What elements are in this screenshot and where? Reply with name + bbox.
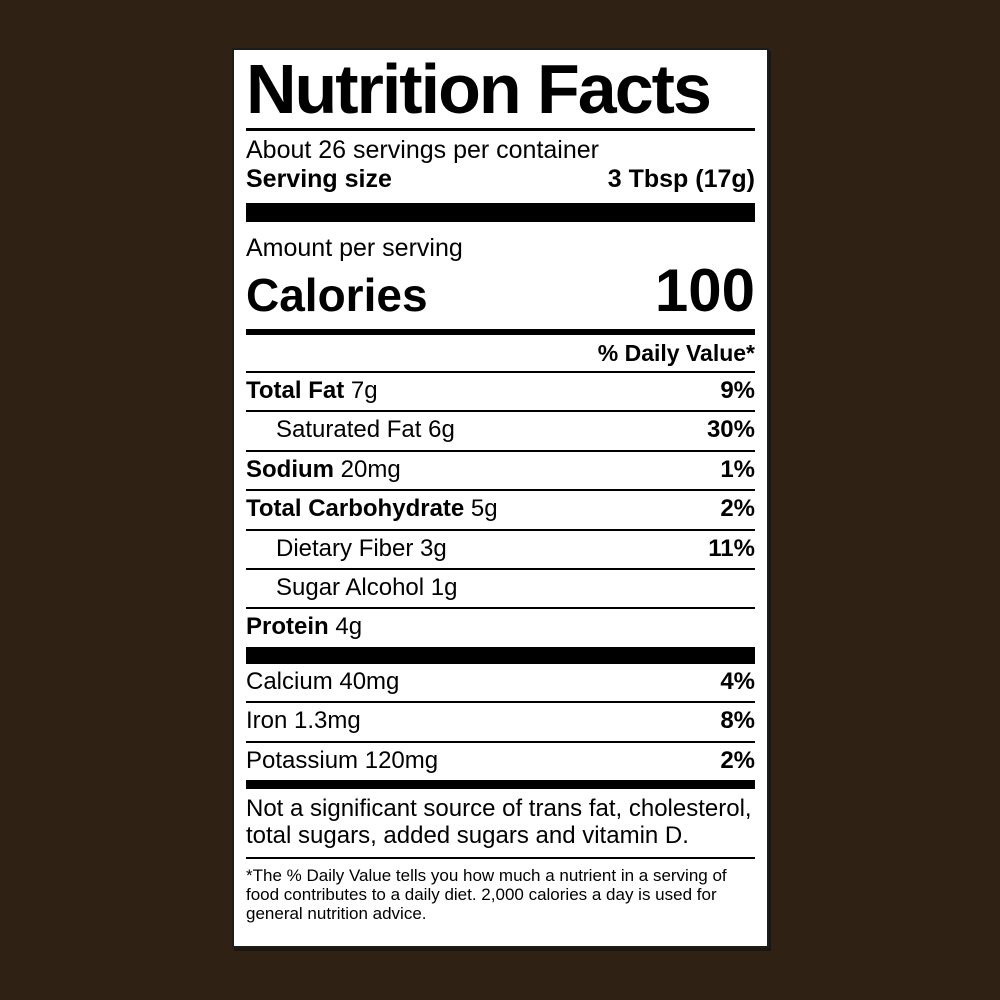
nutrient-amount: 20mg <box>340 455 401 483</box>
nutrient-row: Dietary Fiber 3g 11% <box>246 528 755 568</box>
serving-size-label: Serving size <box>246 165 392 193</box>
mineral-rows: Calcium 40mg 4% Iron 1.3mg 8% Potassium 120m… <box>246 664 755 780</box>
nutrient-daily-value: 11% <box>708 534 755 562</box>
nutrient-name: Potassium <box>246 746 359 774</box>
nutrient-amount: 5g <box>470 495 498 523</box>
nutrient-row: Sugar Alcohol 1g <box>246 567 755 607</box>
calories-divider <box>246 329 755 335</box>
daily-value-header: % Daily Value* <box>597 340 755 366</box>
nutrient-amount: 3g <box>420 534 447 562</box>
nutrient-name: Sugar Alcohol <box>276 573 425 601</box>
not-significant-note: Not a significant source of trans fat, c… <box>246 794 752 849</box>
nutrient-daily-value: 2% <box>720 746 755 774</box>
nutrient-name: Protein <box>246 613 329 641</box>
nutrient-name: Iron <box>246 707 288 735</box>
nutrition-facts-label: Nutrition Facts About 26 servings per co… <box>232 48 769 948</box>
nutrient-row: Potassium 120mg 2% <box>246 740 755 780</box>
nutrient-name: Sodium <box>246 455 334 483</box>
footnote-divider <box>246 856 755 859</box>
nutrient-daily-value: 1% <box>720 455 755 483</box>
nutrient-row: Saturated Fat 6g 30% <box>246 410 755 449</box>
nutrient-daily-value: 2% <box>720 495 755 523</box>
calories-label: Calories <box>246 269 428 321</box>
nutrient-text: Dietary Fiber 3g <box>276 534 447 562</box>
nutrient-row: Iron 1.3mg 8% <box>246 701 755 740</box>
nutrient-amount: 6g <box>428 416 455 444</box>
serving-size-row: Serving size 3 Tbsp (17g) <box>246 165 755 194</box>
nutrient-daily-value: 9% <box>720 377 755 404</box>
nutrient-text: Sugar Alcohol 1g <box>276 573 458 601</box>
label-title: Nutrition Facts <box>246 50 712 128</box>
thick-divider-protein <box>246 646 755 664</box>
thick-divider-top <box>246 203 755 222</box>
nutrient-daily-value: 30% <box>706 416 755 444</box>
nutrient-row: Total Fat 7g 9% <box>246 371 755 410</box>
calories-row: Calories 100 <box>246 257 755 324</box>
medium-divider-minerals <box>246 779 755 789</box>
title-divider <box>246 128 755 131</box>
amount-per-serving-label: Amount per serving <box>246 234 463 262</box>
nutrient-name: Saturated Fat <box>276 416 422 444</box>
servings-per-container: About 26 servings per container <box>246 136 599 164</box>
daily-value-footnote: *The % Daily Value tells you how much a … <box>246 865 727 923</box>
nutrient-amount: 4g <box>335 613 363 641</box>
nutrient-row: Total Carbohydrate 5g 2% <box>246 489 755 528</box>
nutrient-row: Sodium 20mg 1% <box>246 449 755 489</box>
nutrient-text: Total Carbohydrate 5g <box>246 495 498 523</box>
nutrient-daily-value: 8% <box>720 707 755 735</box>
nutrient-name: Calcium <box>246 667 333 695</box>
nutrient-amount: 40mg <box>339 667 400 695</box>
nutrient-text: Saturated Fat 6g <box>276 417 455 443</box>
nutrient-name: Total Fat <box>246 377 345 404</box>
nutrient-amount: 1.3mg <box>294 707 361 735</box>
nutrient-amount: 120mg <box>364 746 439 774</box>
nutrient-daily-value: 4% <box>720 667 755 695</box>
nutrient-amount: 7g <box>350 377 378 404</box>
nutrient-rows: Total Fat 7g 9% Saturated Fat 6g 30% Sodium … <box>246 371 755 647</box>
nutrient-text: Calcium 40mg <box>246 667 400 695</box>
nutrient-text: Potassium 120mg <box>246 746 439 774</box>
nutrient-text: Iron 1.3mg <box>246 707 361 735</box>
nutrient-amount: 1g <box>430 573 458 601</box>
nutrient-row: Calcium 40mg 4% <box>246 664 755 701</box>
nutrient-text: Total Fat 7g <box>246 377 378 404</box>
nutrient-name: Dietary Fiber <box>276 534 414 562</box>
nutrient-text: Protein 4g <box>246 614 362 640</box>
serving-size-value: 3 Tbsp (17g) <box>607 165 755 193</box>
nutrient-name: Total Carbohydrate <box>246 495 465 523</box>
nutrient-text: Sodium 20mg <box>246 455 401 483</box>
calories-value: 100 <box>654 257 755 324</box>
nutrient-row: Protein 4g <box>246 607 755 646</box>
